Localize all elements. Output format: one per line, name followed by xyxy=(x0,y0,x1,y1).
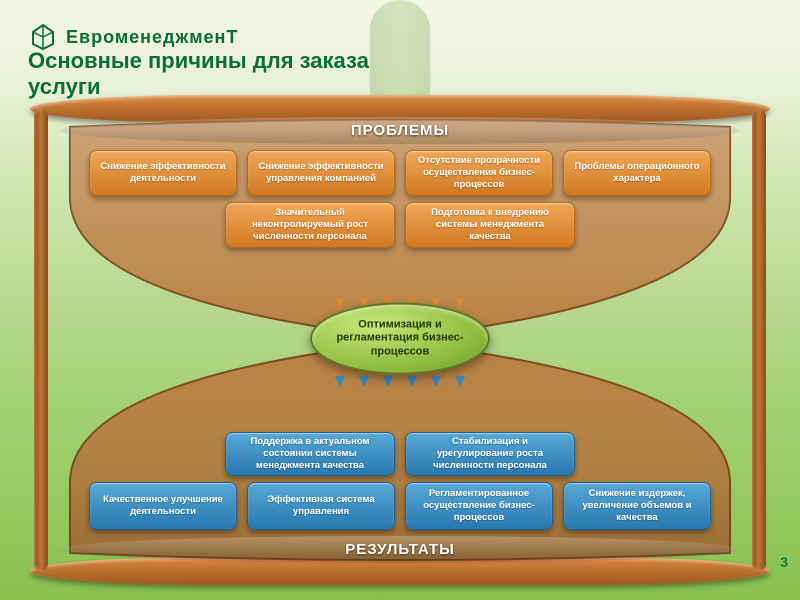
results-row-1: Поддержка в актуальном состоянии системы… xyxy=(60,432,740,476)
arrow-icon xyxy=(455,376,465,387)
result-box: Регламентированное осуществление бизнес-… xyxy=(405,482,553,530)
arrow-icon xyxy=(335,376,345,387)
arrow-icon xyxy=(407,376,417,387)
results-section: Поддержка в актуальном состоянии системы… xyxy=(60,432,740,563)
logo-icon xyxy=(28,22,58,52)
problems-row-1: Снижение эффективности деятельности Сниж… xyxy=(60,150,740,196)
hourglass-pillar-right xyxy=(752,109,766,571)
arrows-down-blue xyxy=(335,376,465,387)
problems-section: ПРОБЛЕМЫ Снижение эффективности деятельн… xyxy=(60,117,740,248)
result-box: Качественное улучшение деятельности xyxy=(89,482,237,530)
hourglass-glass: ПРОБЛЕМЫ Снижение эффективности деятельн… xyxy=(60,117,740,563)
arrow-icon xyxy=(455,298,465,309)
problem-box: Значительный неконтролируемый рост числе… xyxy=(225,202,395,248)
problem-box: Отсутствие прозрачности осуществления би… xyxy=(405,150,553,196)
result-box: Поддержка в актуальном состоянии системы… xyxy=(225,432,395,476)
problem-box: Проблемы операционного характера xyxy=(563,150,711,196)
problem-box: Снижение эффективности управления компан… xyxy=(247,150,395,196)
problem-box: Подготовка к внедрению системы менеджмен… xyxy=(405,202,575,248)
results-row-2: Качественное улучшение деятельности Эффе… xyxy=(60,482,740,530)
page-number: 3 xyxy=(780,554,788,570)
result-box: Снижение издержек, увеличение объемов и … xyxy=(563,482,711,530)
result-box: Стабилизация и урегулирование роста числ… xyxy=(405,432,575,476)
hourglass-pillar-left xyxy=(34,109,48,571)
arrow-icon xyxy=(359,376,369,387)
hourglass-diagram: ПРОБЛЕМЫ Снижение эффективности деятельн… xyxy=(30,95,770,585)
center-process-node: Оптимизация и регламентация бизнес-проце… xyxy=(310,303,490,375)
brand-header: ЕвроменеджменТ xyxy=(28,22,238,52)
problems-label: ПРОБЛЕМЫ xyxy=(60,117,740,144)
brand-name: ЕвроменеджменТ xyxy=(66,27,238,48)
arrow-icon xyxy=(383,376,393,387)
result-box: Эффективная система управления xyxy=(247,482,395,530)
arrow-icon xyxy=(431,376,441,387)
problems-row-2: Значительный неконтролируемый рост числе… xyxy=(60,202,740,248)
slide-title: Основные причины для заказа услуги xyxy=(28,48,428,101)
arrow-icon xyxy=(335,298,345,309)
problem-box: Снижение эффективности деятельности xyxy=(89,150,237,196)
results-label: РЕЗУЛЬТАТЫ xyxy=(60,536,740,563)
